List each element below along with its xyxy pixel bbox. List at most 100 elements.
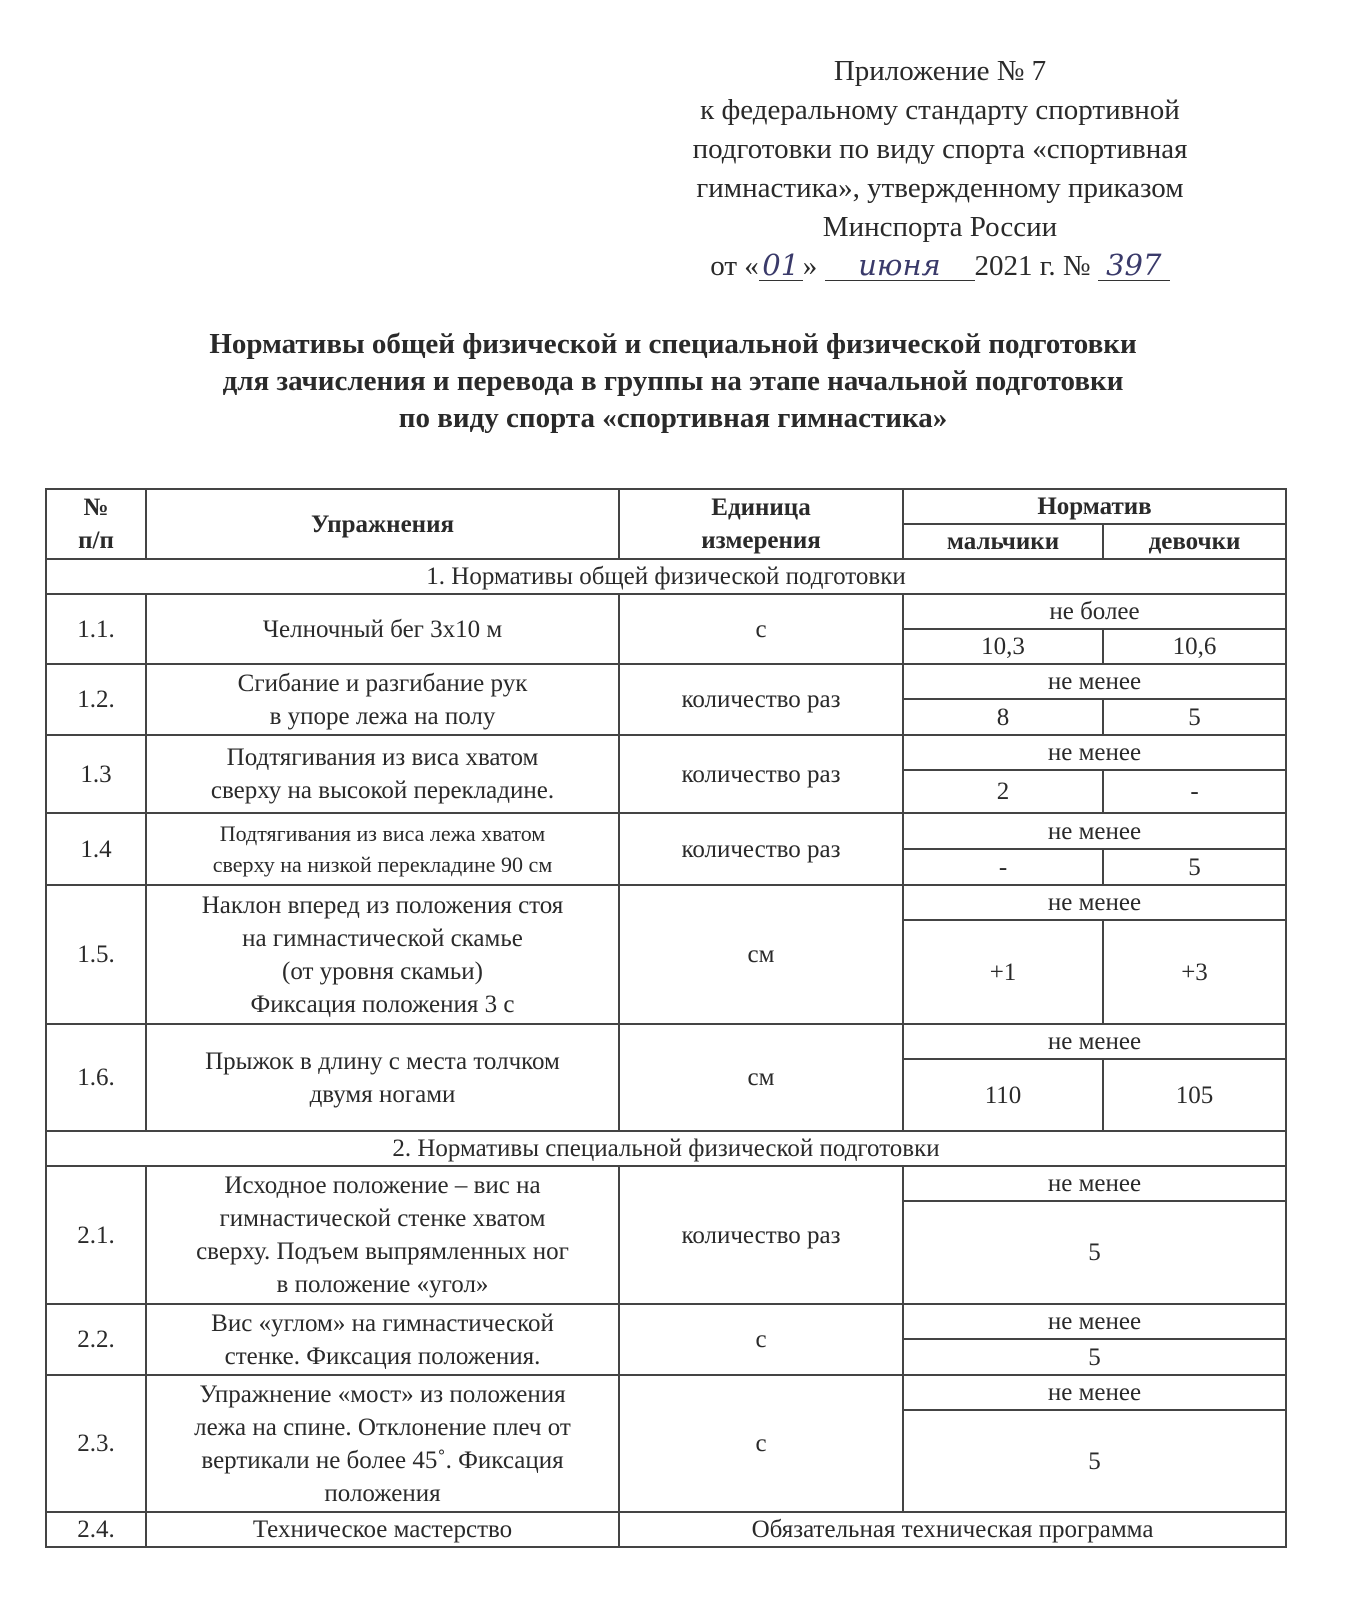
table-row-values: 5	[46, 1200, 1287, 1305]
header-num: № п/п	[45, 488, 147, 560]
row-number: 1.2.	[45, 663, 147, 736]
row-number: 2.1.	[45, 1165, 147, 1305]
table-row-values: 5	[46, 1409, 1287, 1513]
value-boys: 110	[902, 1058, 1104, 1132]
exercise: Сгибание и разгибание рук в упоре лежа н…	[145, 663, 620, 736]
table-row: 2.1. Исходное положение – вис на гимнасти…	[45, 1165, 1287, 1305]
row-number: 1.1.	[45, 593, 147, 665]
value-both: 5	[902, 1338, 1287, 1376]
unit: количество раз	[618, 663, 904, 736]
handwritten-order-number: 397	[1097, 250, 1170, 281]
exercise: Подтягивания из виса лежа хватом сверху …	[145, 812, 620, 886]
exercise: Техническое мастерство	[145, 1511, 620, 1548]
table-row-values: 5	[46, 1338, 1287, 1376]
unit: количество раз	[618, 1165, 904, 1305]
appendix-line: Минспорта России	[822, 211, 1058, 243]
unit: см	[618, 884, 904, 1025]
condition: не менее	[902, 1023, 1287, 1060]
value-girls: -	[1102, 769, 1287, 814]
condition: не менее	[902, 663, 1287, 700]
condition: не менее	[902, 734, 1287, 771]
exercise: Вис «углом» на гимнастической стенке. Фи…	[145, 1303, 620, 1376]
year-text: 2021 г. №	[974, 250, 1091, 282]
header-norm: Норматив	[902, 488, 1287, 525]
value-both: 5	[902, 1200, 1287, 1305]
condition: не менее	[902, 1303, 1287, 1340]
date-mid: »	[802, 250, 818, 282]
document-title: Нормативы общей физической и специальной…	[60, 326, 1286, 437]
condition: не менее	[902, 884, 1287, 921]
condition: не более	[902, 593, 1287, 630]
table-row: 2.3. Упражнение «мост» из положения лежа …	[45, 1374, 1287, 1513]
table-row: 1.4 Подтягивания из виса лежа хватом свер…	[45, 812, 1287, 886]
table-row: 1.6. Прыжок в длину с места толчком двумя…	[45, 1023, 1287, 1132]
condition: не менее	[902, 1374, 1287, 1411]
condition: не менее	[902, 1165, 1287, 1202]
table-row-values: -5	[46, 848, 1287, 886]
value-boys: 10,3	[902, 628, 1104, 665]
appendix-line: подготовки по виду спорта «спортивная	[692, 133, 1188, 165]
table-row: 2.2. Вис «углом» на гимнастической стенке…	[45, 1303, 1287, 1376]
value-both: 5	[902, 1409, 1287, 1513]
order-date-line: от «01» июня 2021 г. № 397	[640, 247, 1240, 286]
exercise: Прыжок в длину с места толчком двумя ног…	[145, 1023, 620, 1132]
unit: см	[618, 1023, 904, 1132]
table-row-values: 10,3 10,6	[46, 628, 1287, 665]
table-row: 1.2. Сгибание и разгибание рук в упоре ле…	[45, 663, 1287, 736]
row-number: 1.6.	[45, 1023, 147, 1132]
section-title: 2. Нормативы специальной физической подг…	[45, 1130, 1287, 1167]
table-row-values: +1 +3	[46, 919, 1287, 1025]
table-row-values: 110 105	[46, 1058, 1287, 1132]
section-row: 1. Нормативы общей физической подготовки	[45, 558, 1287, 595]
exercise: Подтягивания из виса хватом сверху на вы…	[145, 734, 620, 814]
row-number: 1.4	[45, 812, 147, 886]
unit: с	[618, 593, 904, 665]
date-prefix: от «	[710, 250, 759, 282]
title-line: Нормативы общей физической и специальной…	[209, 328, 1137, 360]
program: Обязательная техническая программа	[618, 1511, 1287, 1548]
value-boys: 8	[902, 698, 1104, 736]
standards-table: № п/п Упражнения Единица измерения Норма…	[45, 488, 1287, 1548]
appendix-line: к федеральному стандарту спортивной	[700, 94, 1180, 126]
value-girls: 5	[1102, 848, 1287, 886]
appendix-header: Приложение № 7 к федеральному стандарту …	[640, 52, 1240, 286]
exercise: Челночный бег 3x10 м	[145, 593, 620, 665]
row-number: 2.3.	[45, 1374, 147, 1513]
row-number: 1.5.	[45, 884, 147, 1025]
value-boys: 2	[902, 769, 1104, 814]
appendix-line: Приложение № 7	[833, 55, 1047, 87]
handwritten-day: 01	[758, 250, 803, 281]
value-boys: -	[902, 848, 1104, 886]
header-unit: Единица измерения	[618, 488, 904, 560]
table-row: 1.3 Подтягивания из виса хватом сверху на…	[45, 734, 1287, 814]
value-girls: +3	[1102, 919, 1287, 1025]
value-girls: 105	[1102, 1058, 1287, 1132]
value-girls: 10,6	[1102, 628, 1287, 665]
section-title: 1. Нормативы общей физической подготовки	[45, 558, 1287, 595]
unit: количество раз	[618, 812, 904, 886]
header-girls: девочки	[1102, 523, 1287, 560]
handwritten-month: июня	[824, 250, 975, 281]
value-boys: +1	[902, 919, 1104, 1025]
row-number: 1.3	[45, 734, 147, 814]
unit: количество раз	[618, 734, 904, 814]
title-line: для зачисления и перевода в группы на эт…	[222, 365, 1124, 397]
exercise: Наклон вперед из положения стоя на гимна…	[145, 884, 620, 1025]
header-exercise: Упражнения	[145, 488, 620, 560]
row-number: 2.4.	[45, 1511, 147, 1548]
value-girls: 5	[1102, 698, 1287, 736]
unit: с	[618, 1374, 904, 1513]
table-row-values: 2-	[46, 769, 1287, 814]
exercise: Упражнение «мост» из положения лежа на с…	[145, 1374, 620, 1513]
table-row: 1.1. Челночный бег 3x10 м с не более	[45, 593, 1287, 665]
title-line: по виду спорта «спортивная гимнастика»	[398, 402, 948, 434]
row-number: 2.2.	[45, 1303, 147, 1376]
section-row: 2. Нормативы специальной физической подг…	[45, 1130, 1287, 1167]
appendix-line: гимнастика», утвержденному приказом	[696, 172, 1184, 204]
table-row: 1.5. Наклон вперед из положения стоя на г…	[45, 884, 1287, 1025]
exercise: Исходное положение – вис на гимнастическ…	[145, 1165, 620, 1305]
unit: с	[618, 1303, 904, 1376]
header-boys: мальчики	[902, 523, 1104, 560]
condition: не менее	[902, 812, 1287, 850]
